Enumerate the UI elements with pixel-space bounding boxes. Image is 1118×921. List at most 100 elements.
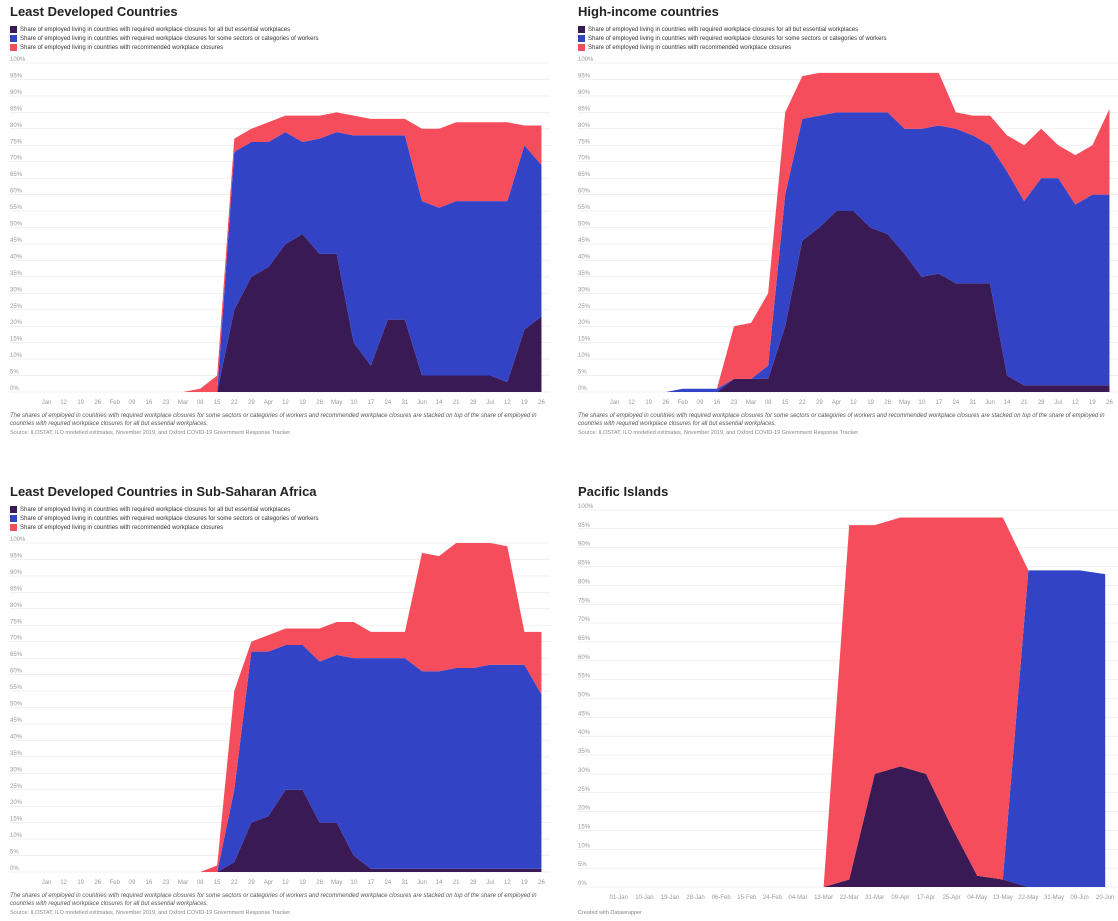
y-tick-label: 70% bbox=[578, 617, 591, 623]
x-tick-label: Mar bbox=[178, 880, 188, 886]
y-tick-label: 95% bbox=[578, 73, 591, 79]
legend-label: Share of employed living in countries wi… bbox=[588, 26, 859, 33]
legend-label: Share of employed living in countries wi… bbox=[588, 35, 887, 42]
y-tick-label: 25% bbox=[10, 784, 23, 790]
plot: 0% 5% 10% 15% 20% 25% 30% 35% 40% 45% 50% 55% 60% 65%… bbox=[578, 504, 1118, 901]
y-tick-label: 95% bbox=[578, 523, 591, 529]
y-tick-label: 15% bbox=[10, 337, 23, 343]
legend-label: Share of employed living in countries wi… bbox=[20, 524, 224, 531]
y-tick-label: 60% bbox=[578, 655, 591, 661]
x-tick-label: 20-Jun bbox=[1096, 895, 1114, 901]
legend-swatch bbox=[10, 515, 17, 522]
note: The shares of employed in countries with… bbox=[578, 413, 1105, 427]
area bbox=[46, 644, 542, 872]
x-tick-label: May bbox=[899, 400, 910, 406]
legend-item: Share of employed living in countries wi… bbox=[578, 43, 1118, 52]
x-tick-label: 08 bbox=[197, 400, 204, 406]
y-tick-label: 25% bbox=[578, 304, 591, 310]
x-tick-label: 12 bbox=[504, 400, 511, 406]
x-tick-label: 12 bbox=[1072, 400, 1079, 406]
y-tick-label: 25% bbox=[578, 787, 591, 793]
x-tick-label: 09 bbox=[697, 400, 704, 406]
y-tick-label: 60% bbox=[578, 189, 591, 195]
area bbox=[614, 112, 1110, 392]
x-tick-label: 24 bbox=[953, 400, 960, 406]
x-tick-label: 15 bbox=[214, 880, 221, 886]
x-tick-label: 16 bbox=[714, 400, 721, 406]
plot: 0% 5% 10% 15% 20% 25% 30% 35% 40% 45% 50% 55% 60% 65%… bbox=[10, 537, 550, 886]
y-tick-label: 15% bbox=[578, 824, 591, 830]
y-tick-label: 30% bbox=[10, 767, 23, 773]
x-tick-label: 13-Mar bbox=[814, 895, 833, 901]
credit: Created with Datawrapper bbox=[578, 910, 642, 916]
x-tick-label: 22-Mar bbox=[840, 895, 859, 901]
x-tick-label: 28 bbox=[1038, 400, 1045, 406]
x-tick-label: Jan bbox=[42, 400, 52, 406]
x-tick-label: 06-Feb bbox=[712, 895, 732, 901]
x-tick-label: 24-Feb bbox=[763, 895, 783, 901]
y-tick-label: 40% bbox=[578, 730, 591, 736]
y-tick-label: 20% bbox=[578, 806, 591, 812]
legend-item: Share of employed living in countries wi… bbox=[10, 25, 550, 34]
x-tick-label: 12 bbox=[60, 880, 67, 886]
y-tick-label: 50% bbox=[578, 222, 591, 228]
y-tick-label: 85% bbox=[578, 106, 591, 112]
x-tick-label: 01-Jan bbox=[610, 895, 628, 901]
y-tick-label: 35% bbox=[578, 749, 591, 755]
x-tick-label: 09-Apr bbox=[891, 895, 909, 901]
chart-panel: Pacific Islands 0% 5% 10% 15% 20% 25% 30% 35% 40%… bbox=[578, 484, 1118, 916]
x-tick-label: 10 bbox=[350, 400, 357, 406]
x-tick-label: Mar bbox=[178, 400, 188, 406]
x-tick-label: 15-Feb bbox=[737, 895, 757, 901]
y-tick-label: 90% bbox=[10, 570, 23, 576]
x-tick-label: Mar bbox=[746, 400, 756, 406]
x-tick-label: 26 bbox=[662, 400, 669, 406]
y-tick-label: 85% bbox=[578, 561, 591, 567]
x-tick-label: 04-Mar bbox=[788, 895, 807, 901]
area bbox=[46, 112, 542, 392]
y-tick-label: 40% bbox=[578, 254, 591, 260]
y-tick-label: 50% bbox=[578, 693, 591, 699]
chart-title: Pacific Islands bbox=[578, 484, 669, 499]
x-tick-label: 16 bbox=[146, 400, 153, 406]
x-tick-label: Apr bbox=[832, 400, 841, 406]
y-tick-label: 45% bbox=[578, 711, 591, 717]
chart-title: High-income countries bbox=[578, 4, 719, 19]
x-tick-label: 26 bbox=[94, 400, 101, 406]
x-tick-label: 26 bbox=[1106, 400, 1113, 406]
y-tick-label: 45% bbox=[10, 718, 23, 724]
y-tick-label: 20% bbox=[10, 320, 23, 326]
x-tick-label: 26 bbox=[538, 400, 545, 406]
x-tick-label: 26 bbox=[538, 880, 545, 886]
x-tick-label: 19 bbox=[521, 400, 528, 406]
x-tick-label: 12 bbox=[850, 400, 857, 406]
y-tick-label: 65% bbox=[578, 172, 591, 178]
x-tick-label: 04-May bbox=[967, 895, 987, 901]
y-tick-label: 5% bbox=[578, 862, 587, 868]
x-tick-label: 16 bbox=[146, 880, 153, 886]
area bbox=[46, 234, 542, 392]
x-tick-label: Apr bbox=[264, 400, 273, 406]
y-tick-label: 15% bbox=[578, 337, 591, 343]
x-tick-label: 09 bbox=[129, 400, 136, 406]
x-tick-label: 24 bbox=[385, 880, 392, 886]
y-tick-label: 100% bbox=[10, 57, 26, 63]
y-tick-label: 90% bbox=[10, 90, 23, 96]
y-tick-label: 65% bbox=[578, 636, 591, 642]
x-tick-label: 22 bbox=[231, 400, 238, 406]
x-tick-label: 19 bbox=[299, 400, 306, 406]
area bbox=[618, 517, 1106, 887]
y-tick-label: 45% bbox=[10, 238, 23, 244]
x-tick-label: 15 bbox=[782, 400, 789, 406]
y-tick-label: 55% bbox=[10, 205, 23, 211]
x-tick-label: 23 bbox=[163, 400, 170, 406]
x-tick-label: 21 bbox=[1021, 400, 1028, 406]
y-tick-label: 60% bbox=[10, 189, 23, 195]
x-tick-label: 31 bbox=[402, 400, 409, 406]
y-tick-label: 0% bbox=[578, 881, 587, 887]
legend-item: Share of employed living in countries wi… bbox=[10, 505, 550, 514]
y-tick-label: 80% bbox=[578, 579, 591, 585]
y-tick-label: 5% bbox=[10, 370, 19, 376]
y-tick-label: 55% bbox=[578, 674, 591, 680]
y-tick-label: 95% bbox=[10, 73, 23, 79]
